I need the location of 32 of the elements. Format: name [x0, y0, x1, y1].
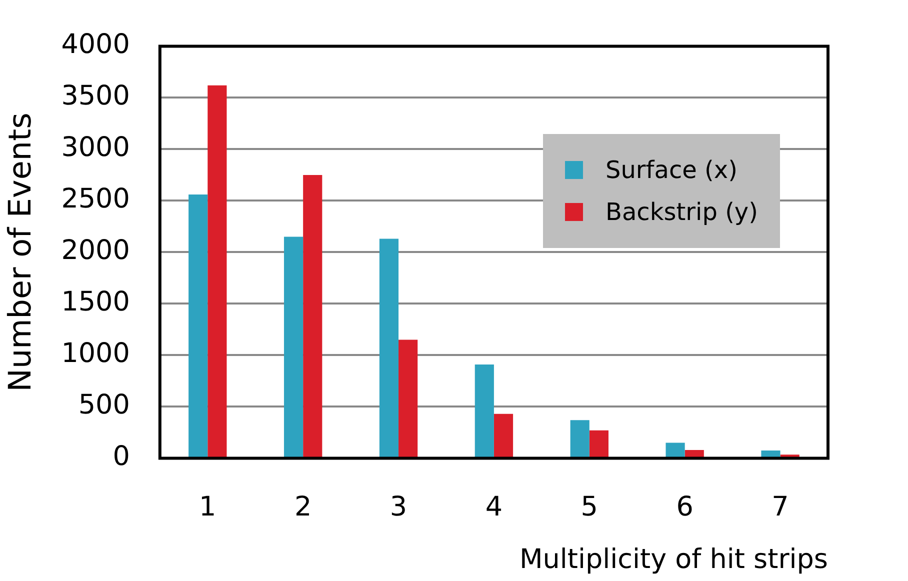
x-tick-label: 3	[390, 491, 408, 522]
bar	[188, 194, 208, 458]
x-tick-label: 2	[294, 491, 312, 522]
y-tick-label: 2500	[61, 184, 130, 215]
x-tick-label: 6	[676, 491, 694, 522]
bar	[761, 450, 780, 458]
x-tick-label: 7	[772, 491, 789, 522]
bar	[284, 236, 304, 458]
y-tick-label: 3000	[61, 132, 130, 164]
bar	[208, 85, 227, 458]
x-tick-label: 1	[199, 491, 216, 522]
bar	[666, 442, 685, 458]
y-tick-label: 500	[78, 390, 130, 421]
bar	[589, 430, 608, 458]
bar	[570, 420, 590, 458]
x-axis-title: Multiplicity of hit strips	[520, 544, 828, 575]
bar	[474, 364, 494, 458]
y-tick-label: 0	[112, 441, 130, 472]
y-tick-label: 2000	[61, 235, 130, 266]
bar	[379, 238, 399, 458]
y-tick-label: 4000	[61, 29, 130, 60]
bar	[494, 414, 514, 458]
y-tick-label: 1500	[61, 286, 130, 318]
bar	[303, 174, 322, 458]
x-tick-label: 5	[580, 491, 598, 522]
legend-label: Backstrip (y)	[605, 198, 758, 226]
y-tick-label: 3500	[61, 80, 130, 112]
x-tick-label: 4	[485, 491, 503, 522]
bar	[398, 340, 418, 458]
y-tick-label: 1000	[61, 338, 130, 370]
y-axis-title: Number of Events	[2, 112, 39, 392]
legend-label: Surface (x)	[605, 156, 738, 184]
